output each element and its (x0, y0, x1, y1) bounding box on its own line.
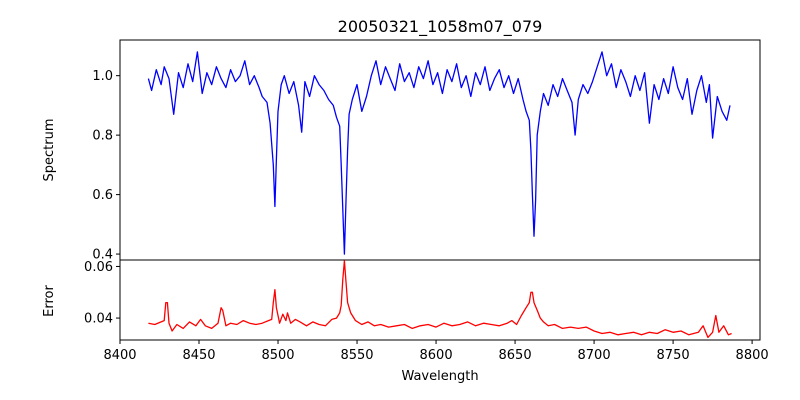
error-y-tick-label: 0.06 (84, 260, 113, 275)
spectrum-line (147, 51, 731, 255)
error-series (148, 260, 732, 339)
spectrum-series (147, 51, 731, 255)
x-tick-label: 8700 (578, 348, 611, 363)
spectrum-y-tick-label: 1.0 (92, 69, 113, 84)
error-y-ticks: 0.04 0.06 (84, 260, 120, 327)
error-y-tick-label: 0.04 (84, 312, 113, 327)
x-tick-label: 8450 (182, 348, 215, 363)
spectrum-y-ticks: 0.4 0.6 0.8 1.0 (92, 69, 120, 263)
error-panel: 0.04 0.06 8400 8450 8500 8550 8600 8650 8700 875… (42, 259, 769, 384)
x-axis-label: Wavelength (401, 369, 478, 384)
chart-title: 20050321_1058m07_079 (338, 17, 543, 37)
x-tick-label: 8650 (499, 348, 532, 363)
error-axes-frame (119, 259, 761, 341)
x-tick-label: 8500 (261, 348, 294, 363)
spectrum-y-axis-label: Spectrum (42, 119, 57, 182)
spectrum-y-tick-label: 0.8 (92, 129, 113, 144)
x-tick-label: 8800 (736, 348, 769, 363)
error-x-ticks: 8400 8450 8500 8550 8600 8650 8700 8750 8800 (103, 340, 769, 363)
x-tick-label: 8600 (420, 348, 453, 363)
spectrum-y-tick-label: 0.4 (92, 248, 113, 263)
spectrum-y-tick-label: 0.6 (92, 188, 113, 203)
x-tick-label: 8400 (103, 348, 136, 363)
x-tick-label: 8750 (657, 348, 690, 363)
x-tick-label: 8550 (340, 348, 373, 363)
error-y-axis-label: Error (42, 285, 57, 317)
error-line (148, 260, 732, 339)
